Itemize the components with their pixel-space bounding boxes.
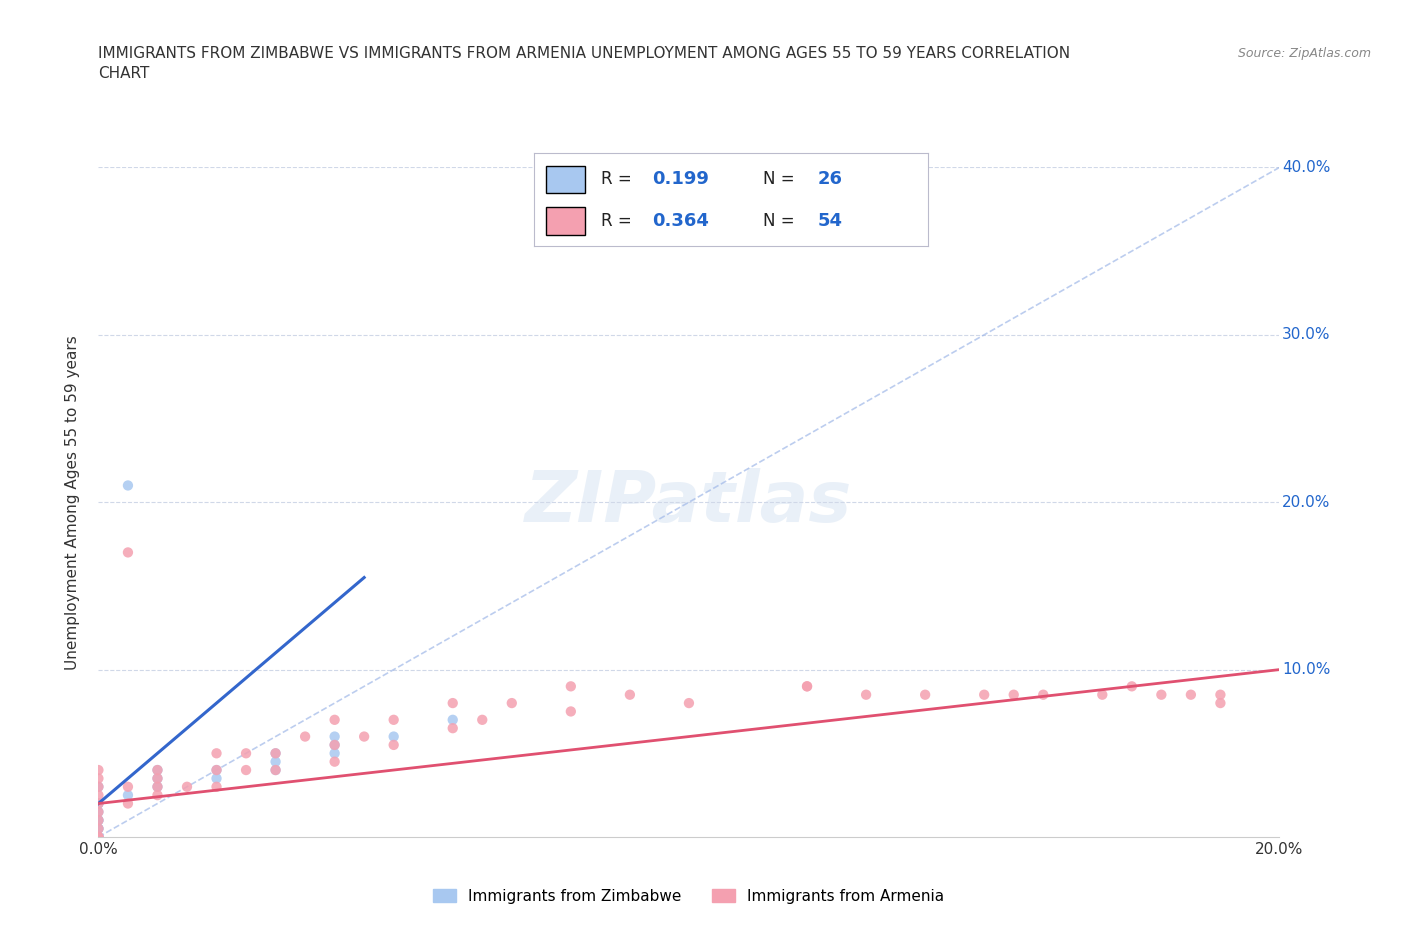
Text: 0.199: 0.199 (652, 170, 709, 189)
Text: 54: 54 (818, 212, 842, 231)
Point (117, 478, 139, 493)
Text: ZIPatlas: ZIPatlas (526, 468, 852, 537)
Point (501, 696, 523, 711)
Point (441, 712, 464, 727)
Point (87, 779, 110, 794)
Text: Source: ZipAtlas.com: Source: ZipAtlas.com (1237, 46, 1371, 60)
Point (235, 746, 257, 761)
Point (87, 821, 110, 836)
Point (619, 687, 641, 702)
Point (441, 721, 464, 736)
Point (146, 763, 169, 777)
Point (205, 763, 228, 777)
Point (176, 779, 198, 794)
Point (117, 796, 139, 811)
Point (146, 779, 169, 794)
Legend: Immigrants from Zimbabwe, Immigrants from Armenia: Immigrants from Zimbabwe, Immigrants fro… (427, 883, 950, 910)
Point (353, 729, 375, 744)
Point (323, 737, 346, 752)
Point (146, 771, 169, 786)
Point (235, 763, 257, 777)
Text: IMMIGRANTS FROM ZIMBABWE VS IMMIGRANTS FROM ARMENIA UNEMPLOYMENT AMONG AGES 55 T: IMMIGRANTS FROM ZIMBABWE VS IMMIGRANTS F… (98, 46, 1070, 81)
Point (87, 813, 110, 828)
Point (323, 737, 346, 752)
Point (264, 746, 287, 761)
Point (1150, 687, 1173, 702)
Point (87, 813, 110, 828)
Point (914, 687, 936, 702)
Point (796, 679, 818, 694)
Point (87, 796, 110, 811)
Point (1180, 687, 1202, 702)
Point (146, 763, 169, 777)
Point (87, 830, 110, 844)
Text: 10.0%: 10.0% (1282, 662, 1330, 677)
Point (264, 763, 287, 777)
Point (294, 729, 316, 744)
Point (1002, 687, 1025, 702)
Point (471, 712, 494, 727)
Point (973, 687, 995, 702)
Point (1209, 696, 1232, 711)
Point (87, 830, 110, 844)
Point (1209, 687, 1232, 702)
FancyBboxPatch shape (546, 166, 585, 193)
Point (796, 679, 818, 694)
Point (205, 763, 228, 777)
Point (1091, 687, 1114, 702)
Point (205, 771, 228, 786)
Point (87, 796, 110, 811)
Point (323, 712, 346, 727)
Point (1032, 687, 1054, 702)
Point (87, 804, 110, 819)
Text: 20.0%: 20.0% (1282, 495, 1330, 510)
Point (87, 813, 110, 828)
Point (382, 729, 405, 744)
Point (264, 746, 287, 761)
Point (205, 779, 228, 794)
Point (678, 696, 700, 711)
Point (323, 754, 346, 769)
Point (87, 763, 110, 777)
Point (87, 830, 110, 844)
Point (560, 704, 582, 719)
Point (855, 687, 877, 702)
Text: 40.0%: 40.0% (1282, 160, 1330, 175)
Point (117, 545, 139, 560)
Point (87, 830, 110, 844)
Y-axis label: Unemployment Among Ages 55 to 59 years: Unemployment Among Ages 55 to 59 years (65, 335, 80, 670)
Point (382, 737, 405, 752)
Point (87, 804, 110, 819)
Text: N =: N = (762, 170, 794, 189)
Point (87, 771, 110, 786)
Point (560, 679, 582, 694)
Point (146, 779, 169, 794)
Point (264, 754, 287, 769)
Point (87, 821, 110, 836)
Point (117, 779, 139, 794)
Point (382, 712, 405, 727)
Text: R =: R = (602, 170, 631, 189)
Text: 0.364: 0.364 (652, 212, 709, 231)
Point (1121, 679, 1143, 694)
Point (205, 746, 228, 761)
Text: N =: N = (762, 212, 794, 231)
Text: R =: R = (602, 212, 631, 231)
Point (323, 746, 346, 761)
Point (87, 830, 110, 844)
FancyBboxPatch shape (546, 207, 585, 235)
Text: 26: 26 (818, 170, 842, 189)
Point (323, 729, 346, 744)
Point (87, 779, 110, 794)
Point (87, 788, 110, 803)
Point (441, 696, 464, 711)
Point (146, 788, 169, 803)
Point (117, 788, 139, 803)
Point (87, 796, 110, 811)
Text: 30.0%: 30.0% (1282, 327, 1330, 342)
Point (264, 763, 287, 777)
Point (87, 830, 110, 844)
Point (146, 771, 169, 786)
Point (87, 821, 110, 836)
